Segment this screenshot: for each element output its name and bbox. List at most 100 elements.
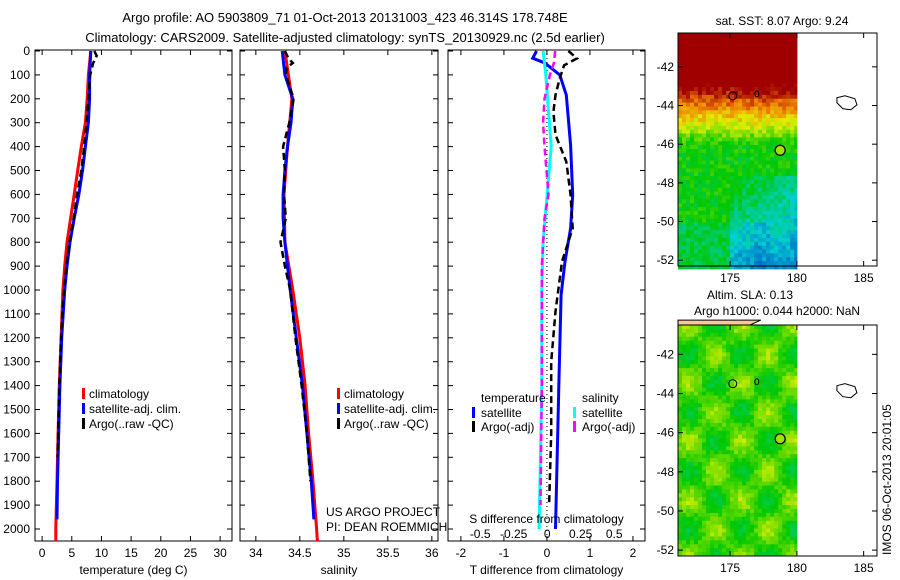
data-cell	[738, 458, 743, 463]
data-cell	[682, 160, 687, 165]
data-cell	[698, 141, 703, 146]
data-cell	[678, 544, 683, 549]
data-cell	[702, 98, 707, 104]
data-cell	[786, 407, 791, 412]
data-cell	[742, 442, 747, 447]
data-cell	[734, 203, 739, 208]
data-cell	[762, 149, 767, 154]
data-cell	[690, 245, 695, 251]
data-cell	[750, 548, 755, 553]
data-cell	[782, 501, 787, 506]
data-cell	[710, 180, 715, 185]
data-cell	[682, 218, 687, 223]
series-line-temperature-argo-adj-	[547, 50, 580, 506]
lon-tick-label: 180	[787, 271, 807, 285]
data-cell	[706, 75, 711, 80]
data-cell	[726, 203, 731, 208]
data-cell	[682, 415, 687, 420]
data-cell	[778, 524, 783, 530]
data-cell	[742, 450, 747, 455]
data-cell	[722, 434, 727, 439]
data-cell	[742, 110, 747, 115]
data-cell	[698, 226, 703, 231]
data-cell	[726, 481, 731, 486]
data-cell	[714, 407, 719, 412]
data-cell	[762, 245, 767, 251]
data-cell	[774, 187, 779, 193]
data-cell	[786, 187, 791, 193]
data-cell	[706, 438, 711, 443]
data-cell	[734, 485, 739, 490]
data-cell	[750, 226, 755, 231]
data-cell	[714, 152, 719, 158]
data-cell	[686, 430, 691, 436]
data-cell	[774, 446, 779, 451]
data-cell	[766, 87, 771, 92]
data-cell	[694, 226, 699, 231]
data-cell	[694, 344, 699, 349]
data-cell	[746, 214, 751, 220]
data-cell	[722, 352, 727, 357]
data-cell	[762, 356, 767, 361]
data-cell	[766, 195, 771, 200]
data-cell	[758, 207, 763, 212]
data-cell	[694, 141, 699, 146]
data-cell	[742, 207, 747, 212]
data-cell	[742, 133, 747, 138]
data-cell	[734, 63, 739, 69]
data-cell	[710, 121, 715, 127]
data-cell	[726, 79, 731, 84]
data-cell	[718, 336, 723, 342]
data-cell	[790, 180, 795, 185]
data-cell	[754, 415, 759, 420]
data-cell	[754, 98, 759, 104]
data-cell	[730, 238, 735, 243]
data-cell	[782, 83, 787, 88]
s-axis-label: S difference from climatology	[469, 512, 624, 526]
data-cell	[762, 360, 767, 365]
data-cell	[754, 532, 759, 537]
data-cell	[774, 152, 779, 158]
data-cell	[766, 230, 771, 235]
data-cell	[762, 261, 767, 266]
data-cell	[734, 387, 739, 392]
data-cell	[686, 328, 691, 334]
data-cell	[686, 56, 691, 61]
data-cell	[774, 36, 779, 42]
data-cell	[730, 395, 735, 400]
data-cell	[726, 469, 731, 475]
data-cell	[790, 245, 795, 251]
data-cell	[766, 149, 771, 154]
data-cell	[762, 477, 767, 483]
data-cell	[794, 548, 798, 553]
data-cell	[746, 121, 751, 127]
data-cell	[726, 426, 731, 432]
data-cell	[750, 261, 755, 266]
data-cell	[774, 512, 779, 518]
data-cell	[726, 71, 731, 77]
data-cell	[686, 356, 691, 361]
data-cell	[746, 524, 751, 530]
data-cell	[698, 230, 703, 235]
data-cell	[706, 156, 711, 162]
data-cell	[702, 532, 707, 537]
data-cell	[730, 403, 735, 408]
data-cell	[778, 230, 783, 235]
data-cell	[758, 438, 763, 443]
data-cell	[758, 516, 763, 522]
data-cell	[758, 450, 763, 455]
data-cell	[698, 516, 703, 522]
data-cell	[726, 234, 731, 239]
data-cell	[738, 40, 743, 46]
data-cell	[730, 469, 735, 475]
data-cell	[718, 477, 723, 483]
data-cell	[782, 226, 787, 231]
data-cell	[762, 348, 767, 353]
data-cell	[706, 176, 711, 181]
data-cell	[774, 195, 779, 200]
data-cell	[762, 199, 767, 204]
data-cell	[766, 60, 771, 65]
data-cell	[722, 40, 727, 46]
data-cell	[718, 489, 723, 494]
data-cell	[722, 552, 727, 557]
